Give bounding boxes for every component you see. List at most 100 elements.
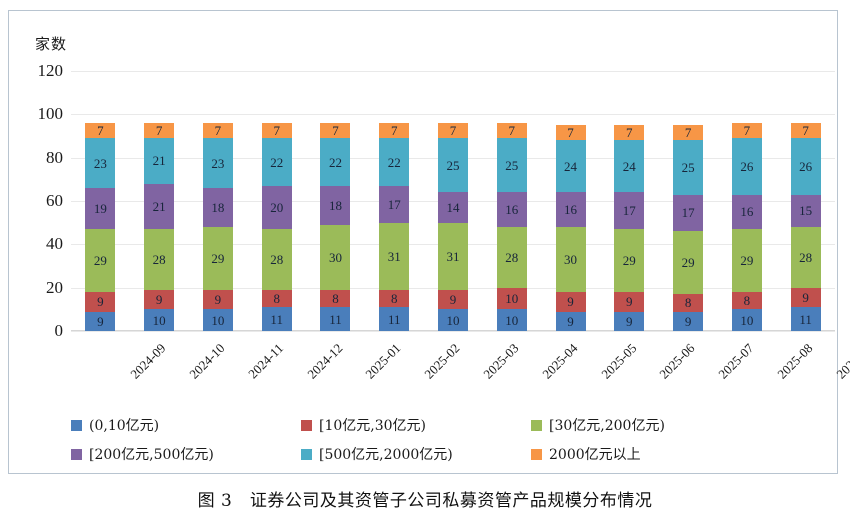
- bar-segment[interactable]: 31: [379, 222, 410, 290]
- legend-item[interactable]: (0,10亿元): [71, 415, 159, 435]
- bar-segment[interactable]: 10: [144, 309, 175, 331]
- bar-segment[interactable]: 29: [731, 229, 762, 293]
- bar-segment[interactable]: 11: [261, 307, 292, 331]
- bar-segment[interactable]: 8: [261, 289, 292, 308]
- bar-segment[interactable]: 7: [731, 123, 762, 139]
- legend-item[interactable]: [30亿元,200亿元): [531, 415, 665, 435]
- bar-segment[interactable]: 7: [144, 123, 175, 139]
- bar-segment[interactable]: 7: [555, 125, 586, 141]
- bar-segment[interactable]: 8: [379, 289, 410, 308]
- bar-segment[interactable]: 22: [320, 138, 351, 186]
- bar-segment[interactable]: 28: [496, 227, 527, 288]
- bar-segment[interactable]: 8: [673, 294, 704, 312]
- bar-segment[interactable]: 7: [379, 123, 410, 139]
- bar-segment[interactable]: 22: [261, 138, 292, 186]
- bar-segment[interactable]: 16: [555, 192, 586, 227]
- bar-segment[interactable]: 28: [144, 229, 175, 290]
- bar-segment[interactable]: 7: [438, 123, 468, 139]
- bar-segment[interactable]: 9: [438, 289, 468, 310]
- bar-segment[interactable]: 21: [144, 138, 175, 184]
- bar-segment[interactable]: 25: [673, 140, 704, 195]
- bar-segment[interactable]: 7: [320, 123, 351, 139]
- bar-segment[interactable]: 9: [614, 311, 645, 331]
- bar-group[interactable]: 10 9 28 21 21 7: [144, 123, 175, 331]
- bar-segment[interactable]: 9: [85, 311, 116, 331]
- bar-segment[interactable]: 29: [614, 229, 645, 292]
- figure-caption: 图 3 证券公司及其资管子公司私募资管产品规模分布情况: [197, 491, 653, 511]
- bar-segment[interactable]: 10: [731, 309, 762, 331]
- bar-segment[interactable]: 8: [320, 289, 351, 308]
- bar-segment[interactable]: 7: [790, 123, 821, 139]
- bar-group[interactable]: 11 8 31 17 22 7: [379, 123, 410, 331]
- bar-series-container: 9 9 29 19 23 7 10 9 28 21 21 7 10 9 29 18 23 7 11 8 28 20 22 7 1…: [71, 71, 835, 331]
- legend-item[interactable]: [200亿元,500亿元): [71, 444, 214, 464]
- bar-segment[interactable]: 29: [673, 231, 704, 295]
- bar-segment[interactable]: 25: [438, 138, 468, 193]
- bar-segment[interactable]: 10: [202, 309, 233, 331]
- bar-segment[interactable]: 9: [85, 292, 116, 312]
- bar-group[interactable]: 9 9 30 16 24 7: [555, 125, 586, 331]
- bar-segment[interactable]: 7: [261, 123, 292, 139]
- legend-item[interactable]: 2000亿元以上: [531, 444, 641, 464]
- bar-segment[interactable]: 23: [202, 138, 233, 189]
- bar-segment[interactable]: 7: [202, 123, 233, 139]
- bar-segment[interactable]: 30: [555, 227, 586, 292]
- bar-segment[interactable]: 30: [320, 224, 351, 290]
- bar-segment[interactable]: 23: [85, 138, 116, 189]
- bar-group[interactable]: 11 8 30 18 22 7: [320, 123, 351, 331]
- bar-segment[interactable]: 8: [731, 292, 762, 310]
- bar-segment[interactable]: 7: [673, 125, 704, 141]
- bar-segment[interactable]: 25: [496, 138, 527, 193]
- bar-segment[interactable]: 11: [790, 307, 821, 331]
- bar-segment[interactable]: 7: [614, 125, 645, 141]
- bar-segment[interactable]: 29: [85, 229, 116, 292]
- bar-segment[interactable]: 10: [438, 309, 468, 331]
- bar-segment[interactable]: 16: [496, 192, 527, 228]
- bar-segment[interactable]: 17: [379, 185, 410, 223]
- bar-segment[interactable]: 9: [614, 292, 645, 312]
- bar-segment[interactable]: 15: [790, 194, 821, 228]
- bar-segment[interactable]: 26: [731, 138, 762, 195]
- bar-segment[interactable]: 19: [85, 188, 116, 230]
- bar-group[interactable]: 11 9 28 15 26 7: [790, 123, 821, 331]
- bar-segment[interactable]: 28: [261, 229, 292, 290]
- bar-segment[interactable]: 16: [731, 194, 762, 230]
- bar-segment[interactable]: 7: [496, 123, 527, 139]
- bar-group[interactable]: 10 10 28 16 25 7: [496, 123, 527, 331]
- bar-segment[interactable]: 18: [202, 188, 233, 228]
- bar-segment[interactable]: 17: [614, 192, 645, 230]
- bar-segment[interactable]: 26: [790, 138, 821, 195]
- bar-group[interactable]: 9 9 29 19 23 7: [85, 123, 116, 331]
- bar-segment[interactable]: 7: [85, 123, 116, 139]
- bar-group[interactable]: 9 9 29 17 24 7: [614, 125, 645, 331]
- bar-segment[interactable]: 31: [438, 222, 468, 290]
- bar-group[interactable]: 10 8 29 16 26 7: [731, 123, 762, 331]
- bar-segment[interactable]: 28: [790, 227, 821, 288]
- legend-item[interactable]: [500亿元,2000亿元): [301, 444, 453, 464]
- bar-segment[interactable]: 11: [320, 307, 351, 331]
- bar-segment[interactable]: 18: [320, 185, 351, 225]
- bar-segment[interactable]: 21: [144, 183, 175, 230]
- bar-group[interactable]: 10 9 29 18 23 7: [202, 123, 233, 331]
- bar-segment[interactable]: 24: [555, 140, 586, 193]
- bar-group[interactable]: 11 8 28 20 22 7: [261, 123, 292, 331]
- bar-segment[interactable]: 9: [673, 311, 704, 331]
- bar-segment[interactable]: 22: [379, 138, 410, 186]
- bar-segment[interactable]: 24: [614, 140, 645, 193]
- bar-segment[interactable]: 20: [261, 185, 292, 230]
- bar-segment[interactable]: 29: [202, 227, 233, 290]
- bar-segment[interactable]: 9: [790, 287, 821, 308]
- bar-segment[interactable]: 9: [555, 311, 586, 331]
- bar-group[interactable]: 10 9 31 14 25 7: [438, 123, 468, 331]
- bar-segment[interactable]: 17: [673, 194, 704, 232]
- chart-container: 家数 0 20 40 60 80 100 120 9 9 29 19 23 7 10 9 28 21 21 7 10…: [8, 10, 850, 474]
- legend-item[interactable]: [10亿元,30亿元): [301, 415, 426, 435]
- bar-segment[interactable]: 14: [438, 192, 468, 223]
- bar-segment[interactable]: 11: [379, 307, 410, 331]
- bar-segment[interactable]: 9: [144, 289, 175, 310]
- bar-segment[interactable]: 9: [202, 289, 233, 310]
- bar-group[interactable]: 9 8 29 17 25 7: [673, 125, 704, 331]
- bar-segment[interactable]: 9: [555, 292, 586, 312]
- bar-segment[interactable]: 10: [496, 287, 527, 310]
- bar-segment[interactable]: 10: [496, 309, 527, 331]
